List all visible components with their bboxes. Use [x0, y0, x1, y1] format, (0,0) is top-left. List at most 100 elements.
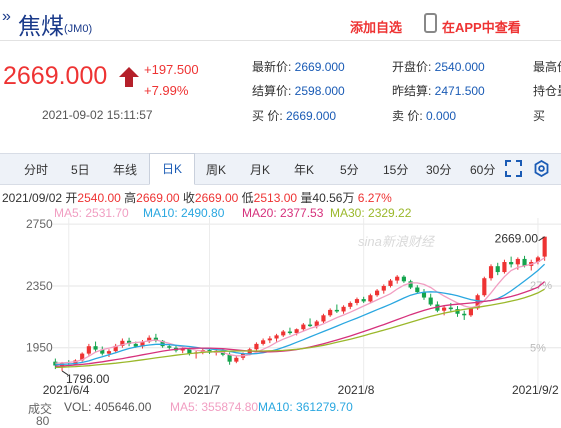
add-favorite-button[interactable]: 添加自选 — [350, 20, 403, 35]
stat-item: 开盘价: 2540.000 — [392, 58, 485, 75]
quote-timestamp: 2021-09-02 15:11:57 — [42, 108, 153, 122]
stat-value: 2669.000 — [282, 109, 337, 123]
candle-body — [227, 354, 232, 362]
tab-7[interactable]: 5分 — [340, 163, 359, 177]
tab-2[interactable]: 年线 — [113, 163, 138, 177]
volume-label: 量 — [300, 191, 313, 205]
candle-body — [314, 321, 319, 327]
ma20-line — [55, 281, 546, 367]
tab-5[interactable]: 月K — [250, 163, 271, 177]
candle-body — [381, 285, 386, 291]
candle-body — [147, 337, 152, 342]
stat-label: 卖 价: — [392, 109, 423, 123]
ma30-line — [55, 288, 545, 369]
candle-body — [153, 337, 158, 341]
candle-body — [535, 257, 541, 263]
candle-body — [395, 276, 400, 281]
last-price: 2669.000 — [3, 62, 108, 90]
candle-body — [187, 348, 192, 354]
candle-body — [86, 346, 91, 354]
volume-value: 40.56万 — [312, 191, 355, 205]
ohlc-summary: 2021/09/02 开2540.00 高2669.00 收2669.00 低2… — [2, 189, 392, 206]
watermark: sina新浪财经 — [358, 234, 436, 249]
candle-body — [368, 295, 373, 302]
right-tick-label: 27% — [530, 280, 552, 292]
ma5-line — [55, 257, 545, 364]
stat-value: 2540.000 — [431, 60, 485, 74]
candle-body — [522, 258, 527, 266]
candle-body — [495, 266, 500, 273]
kline-chart[interactable]: 2750 2350 1950 2021/6/4 2021/7 2021/8 2021/9/2… — [0, 218, 561, 400]
candle-body — [348, 302, 353, 307]
ma30-label: MA30: 2329.22 — [330, 206, 412, 220]
title-arrows-icon: » — [2, 8, 11, 25]
candle-body — [375, 290, 380, 296]
header-bar: » 焦煤 (JM0) 添加自选 在APP中查看 — [0, 0, 561, 41]
tab-8[interactable]: 15分 — [383, 163, 409, 177]
candle-body — [415, 287, 420, 293]
stat-label: 买 价: — [252, 109, 283, 123]
right-tick-label: 5% — [530, 343, 546, 355]
stat-item: 最新价: 2669.000 — [252, 58, 345, 75]
tab-4[interactable]: 周K — [206, 163, 227, 177]
candle-body — [106, 351, 112, 354]
candle-body — [428, 297, 433, 305]
up-arrow-icon — [119, 67, 139, 87]
volume-ma5: MA5: 355874.80 — [170, 400, 259, 414]
fullscreen-icon[interactable] — [505, 160, 522, 177]
tab-0[interactable]: 分时 — [24, 163, 49, 177]
stat-label: 开盘价: — [392, 60, 432, 74]
ma5-label: MA5: 2531.70 — [54, 206, 129, 220]
candle-body — [113, 345, 118, 352]
candle-body — [462, 313, 467, 316]
candle-body — [53, 361, 58, 366]
candle-body — [73, 360, 78, 365]
candle-body — [294, 329, 299, 334]
high-label: 高 — [124, 191, 137, 205]
candle-body — [120, 340, 125, 346]
x-tick-label: 2021/8 — [338, 383, 375, 397]
candle-body — [341, 306, 346, 312]
stat-value: 0.000 — [422, 109, 457, 123]
stat-item: 持仓量 — [533, 82, 561, 99]
candle-body — [421, 292, 427, 298]
ma10-label: MA10: 2490.80 — [143, 206, 225, 220]
tab-10[interactable]: 60分 — [470, 163, 496, 177]
candle-body — [100, 349, 105, 354]
stat-item: 结算价: 2598.000 — [252, 82, 345, 99]
settings-icon[interactable] — [533, 160, 550, 177]
candle-body — [502, 262, 507, 273]
candle-body — [468, 308, 473, 316]
candle-body — [482, 278, 487, 296]
ohlc-date: 2021/09/02 — [2, 191, 63, 205]
min-pointer — [61, 370, 69, 376]
candle-body — [234, 357, 239, 362]
stat-item: 最高价 — [533, 58, 561, 75]
candle-body — [80, 353, 85, 361]
candle-body — [133, 343, 138, 347]
candle-body — [328, 309, 333, 316]
candle-body — [180, 348, 185, 351]
open-in-app-button[interactable]: 在APP中查看 — [442, 20, 521, 35]
max-pointer — [538, 236, 545, 242]
candle-body — [274, 335, 279, 339]
y-tick-label: 2750 — [26, 218, 53, 231]
y-tick-label: 2350 — [26, 279, 53, 293]
x-tick-label: 2021/7 — [184, 383, 221, 397]
stat-value: 2598.000 — [291, 84, 345, 98]
candle-body — [515, 258, 520, 265]
tab-3[interactable]: 日K — [149, 153, 196, 185]
candle-body — [388, 280, 393, 286]
candle-body — [267, 338, 272, 341]
min-label: 1796.00 — [66, 372, 110, 386]
close-label: 收 — [182, 191, 195, 205]
tab-6[interactable]: 年K — [294, 163, 315, 177]
tab-1[interactable]: 5日 — [71, 163, 90, 177]
stat-item: 买 价: 2669.000 — [252, 107, 336, 124]
volume-ma10: MA10: 361279.70 — [258, 400, 353, 414]
candle-body — [354, 299, 360, 303]
tab-9[interactable]: 30分 — [426, 163, 452, 177]
stat-label: 结算价: — [252, 84, 292, 98]
volume-axis-top: 80 — [36, 414, 50, 428]
stat-value: 2669.000 — [291, 60, 345, 74]
